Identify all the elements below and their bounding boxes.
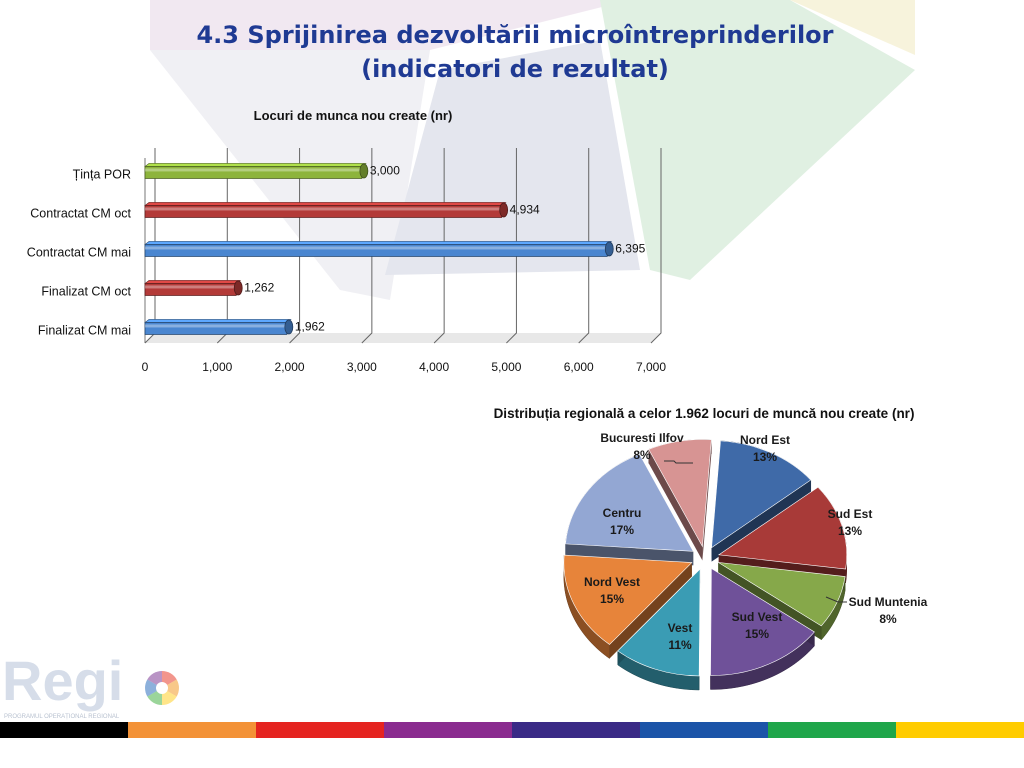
footer-stripe-segment <box>128 722 256 738</box>
bar-chart-title: Locuri de munca nou create (nr) <box>254 108 453 123</box>
bar-chart-gridline <box>506 148 517 344</box>
pie-leader-line <box>664 460 693 464</box>
pie-slice-pct-label: 13% <box>753 450 777 464</box>
slide-title-line1: 4.3 Sprijinirea dezvoltării microîntrepr… <box>196 21 834 49</box>
bar-chart-x-tick-label: 5,000 <box>491 360 521 374</box>
regio-logo: Regi PROGRAMUL OPERAȚIONAL REGIONAL <box>2 650 179 720</box>
regio-logo-subtitle: PROGRAMUL OPERAȚIONAL REGIONAL <box>4 714 120 720</box>
bar <box>144 202 509 218</box>
pie-chart-title: Distribuția regională a celor 1.962 locu… <box>494 406 915 421</box>
bar-chart-x-tick-label: 6,000 <box>564 360 594 374</box>
pie-slice <box>710 567 815 676</box>
pie-slice-name-label: Sud Muntenia <box>849 595 928 609</box>
bar-value-label: 3,000 <box>370 163 400 177</box>
bar-chart-categories: Țința POR Contractat CM oct Contractat CM … <box>27 167 132 337</box>
bar <box>144 241 614 257</box>
bar-chart: Locuri de munca nou create (nr) 3,000 4,9… <box>27 108 667 374</box>
pie-slice-wall <box>648 449 703 561</box>
pie-leader-lines <box>664 460 847 603</box>
bar <box>144 163 369 179</box>
pie-slice <box>718 562 846 627</box>
pie-slice <box>563 554 693 645</box>
bar-value-label: 6,395 <box>615 241 645 255</box>
bar-category-label: Contractat CM oct <box>30 206 131 220</box>
bar-category-label: Finalizat CM oct <box>41 284 131 298</box>
bar-chart-x-tick-label: 1,000 <box>202 360 232 374</box>
pie-slice-name-label: Bucuresti Ilfov <box>600 431 684 445</box>
bar-category-label: Contractat CM mai <box>27 245 131 259</box>
bar-chart-x-tick-label: 2,000 <box>275 360 305 374</box>
pie-slice <box>717 486 848 570</box>
pie-leader-line <box>825 596 847 603</box>
pie-slice-name-label: Sud Vest <box>732 610 783 624</box>
pie-slice <box>617 568 701 677</box>
footer-stripe-segment <box>384 722 512 738</box>
footer-stripe-segment <box>896 722 1024 738</box>
pie-slice-name-label: Nord Vest <box>584 575 640 589</box>
bar-chart-x-tick-label: 7,000 <box>636 360 666 374</box>
footer-stripe-segment <box>256 722 384 738</box>
pie-chart: Distribuția regională a celor 1.962 locu… <box>494 406 928 691</box>
pie-slice-name-label: Nord Est <box>740 433 790 447</box>
bar-chart-x-tick-label: 0 <box>142 360 149 374</box>
regio-logo-wordmark: Regi <box>2 650 123 712</box>
bar-value-label: 1,262 <box>244 280 274 294</box>
pie-slice-pct-label: 15% <box>745 627 769 641</box>
pie-slice-tops <box>563 439 848 677</box>
pie-slice-name-label: Sud Est <box>828 507 873 521</box>
bar-value-label: 1,962 <box>295 319 325 333</box>
footer-color-stripe <box>0 722 1024 738</box>
footer-stripe-segment <box>0 722 128 738</box>
pie-slice-name-label: Vest <box>668 621 693 635</box>
pie-slice-pct-label: 15% <box>600 592 624 606</box>
pie-slice-pct-label: 8% <box>879 612 897 626</box>
bar-category-label: Țința POR <box>73 167 131 181</box>
bar-chart-floor <box>145 333 661 343</box>
regio-logo-wheel-icon <box>145 671 179 705</box>
pie-labels: Nord Est 13% Sud Est 13% Sud Muntenia 8% Sud V… <box>584 431 928 652</box>
pie-slice <box>565 453 694 552</box>
pie-slice-wall <box>565 543 694 566</box>
bar-category-label: Finalizat CM mai <box>38 323 131 337</box>
bar-chart-x-tick-label: 4,000 <box>419 360 449 374</box>
bar-chart-bars: 3,000 4,934 6,395 1,262 1,962 <box>144 163 646 335</box>
bar-value-label: 4,934 <box>510 202 540 216</box>
pie-slice-wall <box>711 480 811 562</box>
pie-slice-name-label: Centru <box>603 506 642 520</box>
bar-chart-x-tick-label: 3,000 <box>347 360 377 374</box>
footer-stripe-segment <box>640 722 768 738</box>
slide-title-line2: (indicatori de rezultat) <box>361 55 669 83</box>
bar-chart-gridline <box>650 148 662 344</box>
bar-chart-x-ticks: 0 1,000 2,000 3,000 4,000 5,000 6,000 7,000 <box>142 360 667 374</box>
footer-stripe-segment <box>768 722 896 738</box>
bar <box>144 280 243 296</box>
pie-slice <box>648 439 712 548</box>
pie-slice <box>711 440 812 549</box>
slide-title: 4.3 Sprijinirea dezvoltării microîntrepr… <box>120 18 910 86</box>
pie-slice-pct-label: 17% <box>610 523 634 537</box>
pie-slice-pct-label: 13% <box>838 524 862 538</box>
pie-slice-pct-label: 8% <box>633 448 651 462</box>
pie-slice-pct-label: 11% <box>668 638 692 652</box>
pie-slice-wall <box>609 562 692 659</box>
footer-stripe-segment <box>512 722 640 738</box>
bar <box>144 319 294 335</box>
bar-chart-gridline <box>578 148 590 344</box>
